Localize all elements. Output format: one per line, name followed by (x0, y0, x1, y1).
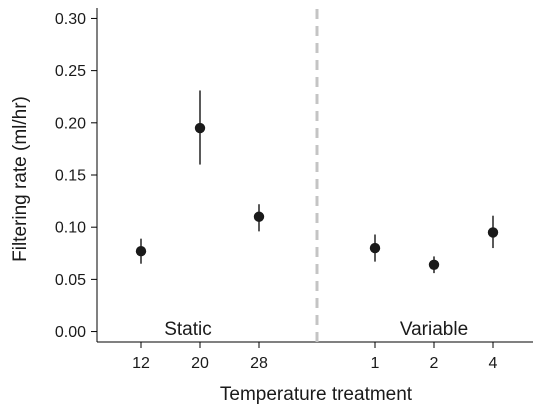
series (135, 90, 499, 274)
data-point (428, 259, 440, 270)
data-point (253, 211, 265, 222)
axes (96, 8, 533, 343)
y-ticks: 0.00 0.05 0.10 0.15 0.20 0.25 0.30 (55, 11, 97, 341)
x-tick-label: 2 (430, 355, 439, 372)
data-point (487, 227, 499, 238)
group-labels: Static Variable (164, 319, 468, 340)
x-tick-label: 1 (371, 355, 380, 372)
x-tick-label: 20 (191, 355, 209, 372)
data-point (135, 245, 147, 257)
y-tick-label: 0.00 (55, 324, 86, 341)
data-point (369, 242, 381, 254)
group-label-static: Static (164, 319, 212, 340)
x-tick-label: 28 (250, 355, 268, 372)
y-axis-title: Filtering rate (ml/hr) (10, 96, 31, 262)
y-tick-label: 0.15 (55, 168, 86, 185)
x-ticks: 12 20 28 1 2 4 (132, 342, 498, 372)
data-point (194, 122, 206, 134)
y-tick-label: 0.25 (55, 63, 86, 80)
y-tick-label: 0.20 (55, 115, 86, 132)
x-tick-label: 12 (132, 355, 150, 372)
x-axis-title: Temperature treatment (220, 384, 413, 405)
group-label-variable: Variable (400, 319, 468, 340)
y-tick-label: 0.30 (55, 11, 86, 28)
y-tick-label: 0.05 (55, 272, 86, 289)
x-tick-label: 4 (489, 355, 498, 372)
y-tick-label: 0.10 (55, 220, 86, 237)
